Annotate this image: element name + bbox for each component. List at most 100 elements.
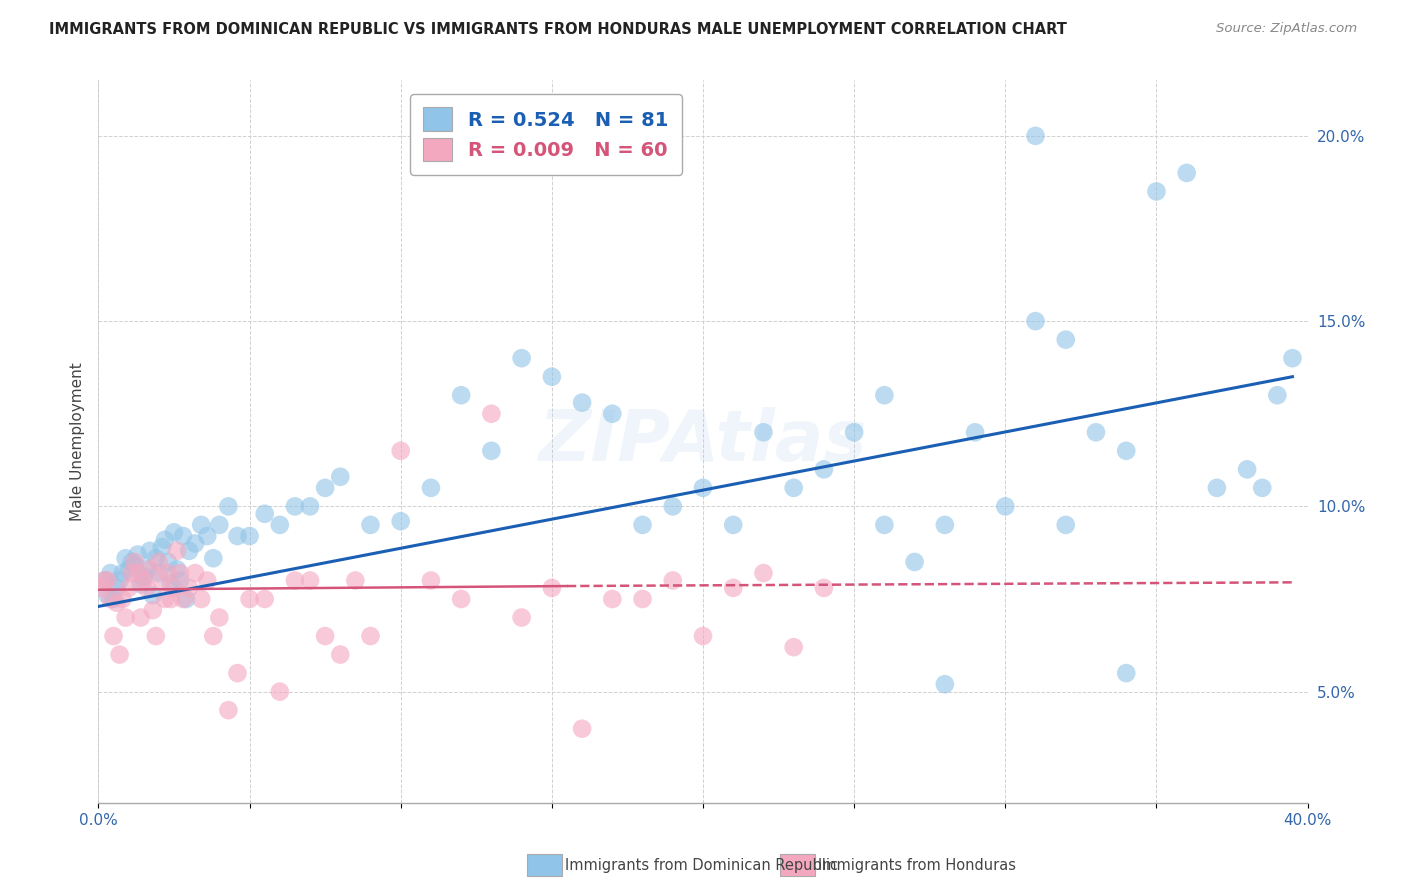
- Point: [1054, 333, 1077, 347]
- Point: [226, 529, 249, 543]
- Point: [135, 562, 157, 576]
- Point: [163, 525, 186, 540]
- Point: [96, 588, 118, 602]
- Point: [813, 462, 835, 476]
- Point: [934, 677, 956, 691]
- Point: [269, 517, 291, 532]
- Point: [208, 610, 231, 624]
- Point: [1085, 425, 1108, 440]
- Point: [571, 722, 593, 736]
- Point: [121, 555, 143, 569]
- Point: [114, 551, 136, 566]
- Point: [148, 555, 170, 569]
- Point: [481, 443, 503, 458]
- Point: [389, 443, 412, 458]
- Point: [1267, 388, 1289, 402]
- Point: [661, 500, 683, 514]
- Point: [1251, 481, 1274, 495]
- Point: [873, 517, 896, 532]
- Point: [105, 581, 128, 595]
- Point: [179, 544, 201, 558]
- Point: [1175, 166, 1198, 180]
- Point: [1024, 128, 1046, 143]
- Point: [783, 640, 806, 655]
- Point: [661, 574, 683, 588]
- Point: [190, 592, 212, 607]
- Point: [314, 629, 336, 643]
- Point: [239, 529, 262, 543]
- Point: [100, 592, 122, 607]
- Point: [571, 395, 593, 409]
- Legend: R = 0.524   N = 81, R = 0.009   N = 60: R = 0.524 N = 81, R = 0.009 N = 60: [409, 94, 682, 175]
- Point: [1024, 314, 1046, 328]
- Point: [172, 529, 194, 543]
- Point: [124, 555, 146, 569]
- Point: [450, 388, 472, 402]
- Point: [314, 481, 336, 495]
- Point: [510, 610, 533, 624]
- Point: [1144, 185, 1167, 199]
- Point: [129, 610, 152, 624]
- Point: [631, 517, 654, 532]
- Point: [208, 517, 231, 532]
- Point: [934, 517, 956, 532]
- Point: [723, 517, 745, 532]
- Point: [174, 592, 197, 607]
- Point: [111, 592, 134, 607]
- Point: [284, 500, 307, 514]
- Text: ZIPAtlas: ZIPAtlas: [538, 407, 868, 476]
- Point: [127, 566, 149, 580]
- Point: [108, 574, 131, 588]
- Point: [1206, 481, 1229, 495]
- Point: [132, 570, 155, 584]
- Point: [813, 581, 835, 595]
- Point: [450, 592, 472, 607]
- Point: [195, 529, 218, 543]
- Point: [132, 574, 155, 588]
- Point: [226, 666, 249, 681]
- Text: Immigrants from Honduras: Immigrants from Honduras: [818, 858, 1017, 872]
- Point: [631, 592, 654, 607]
- Point: [108, 648, 131, 662]
- Point: [100, 566, 122, 580]
- Point: [129, 577, 152, 591]
- Point: [160, 592, 183, 607]
- Point: [873, 388, 896, 402]
- Point: [184, 536, 207, 550]
- Point: [139, 544, 162, 558]
- Point: [994, 500, 1017, 514]
- Point: [783, 481, 806, 495]
- Point: [299, 500, 322, 514]
- Point: [184, 566, 207, 580]
- Point: [510, 351, 533, 366]
- Point: [904, 555, 927, 569]
- Point: [284, 574, 307, 588]
- Point: [156, 566, 179, 580]
- Point: [190, 517, 212, 532]
- Point: [1054, 517, 1077, 532]
- Point: [169, 566, 191, 580]
- Point: [160, 577, 183, 591]
- Point: [1236, 462, 1258, 476]
- Point: [239, 592, 262, 607]
- Point: [195, 574, 218, 588]
- Point: [93, 574, 115, 588]
- Point: [166, 544, 188, 558]
- Text: Immigrants from Dominican Republic: Immigrants from Dominican Republic: [565, 858, 838, 872]
- Point: [105, 596, 128, 610]
- Point: [723, 581, 745, 595]
- Point: [153, 533, 176, 547]
- Point: [1281, 351, 1303, 366]
- Point: [217, 703, 239, 717]
- Point: [145, 629, 167, 643]
- Point: [121, 566, 143, 580]
- Point: [150, 540, 173, 554]
- Point: [752, 566, 775, 580]
- Point: [103, 592, 125, 607]
- Text: Source: ZipAtlas.com: Source: ZipAtlas.com: [1216, 22, 1357, 36]
- Point: [114, 610, 136, 624]
- Point: [103, 629, 125, 643]
- Point: [540, 369, 562, 384]
- Point: [135, 581, 157, 595]
- Point: [156, 555, 179, 569]
